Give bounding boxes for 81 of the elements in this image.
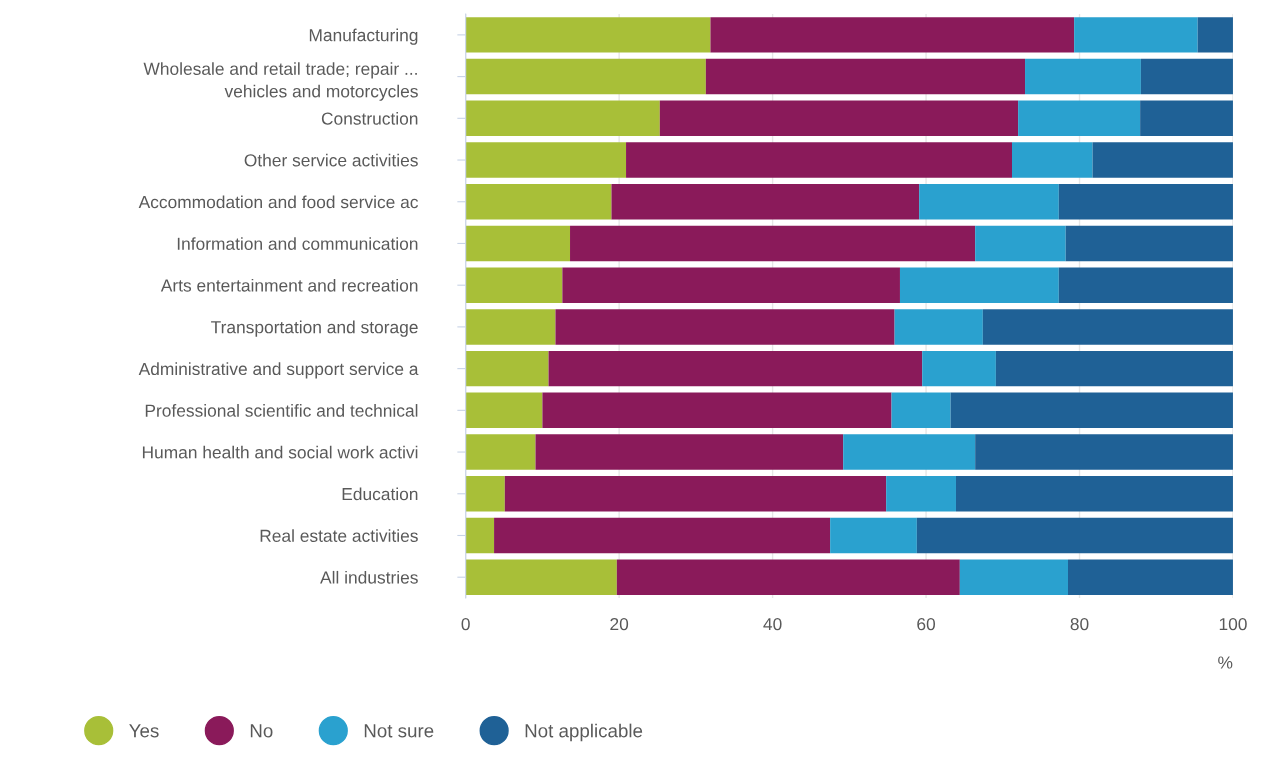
bar — [494, 517, 831, 554]
x-tick-label: 80 — [1070, 617, 1089, 631]
bar — [975, 434, 1233, 470]
bar — [465, 267, 563, 303]
bar — [995, 350, 1233, 387]
bar — [894, 309, 983, 345]
bar — [1140, 100, 1233, 137]
bar — [542, 392, 892, 429]
bar — [465, 476, 505, 512]
bar — [548, 350, 923, 387]
x-tick-label: 60 — [917, 617, 936, 631]
bar — [465, 58, 706, 95]
bar — [626, 142, 1012, 178]
y-tick-label: Accommodation and food service ac — [138, 195, 419, 209]
bar — [465, 350, 549, 387]
bar — [465, 184, 612, 220]
bar — [899, 267, 1059, 303]
bar — [950, 392, 1233, 429]
x-tick-label: 40 — [763, 617, 782, 631]
bar — [465, 559, 617, 595]
bar — [555, 309, 895, 345]
bar — [1068, 559, 1233, 595]
bar — [891, 392, 951, 429]
y-tick-label: All industries — [320, 570, 418, 584]
bar — [1011, 142, 1093, 178]
bar — [465, 434, 536, 470]
legend-label: No — [250, 724, 273, 738]
bar — [1018, 100, 1141, 137]
x-tick-label: 100 — [1219, 617, 1247, 631]
y-tick-label: Human health and social work activi — [142, 445, 418, 459]
bar — [465, 17, 711, 53]
bar — [959, 559, 1069, 595]
y-tick-label: Information and communication — [177, 237, 418, 250]
bar — [886, 476, 956, 512]
bar — [922, 350, 996, 387]
bar — [570, 225, 976, 262]
bar — [562, 267, 900, 303]
y-tick-label: Other service activities — [244, 153, 418, 167]
bar — [611, 184, 920, 220]
bar — [1074, 17, 1198, 53]
bar — [465, 225, 571, 262]
x-axis-title: % — [1218, 656, 1233, 669]
legend-label: Not applicable — [525, 723, 643, 742]
bar — [1025, 58, 1141, 95]
bar — [1065, 225, 1233, 262]
bar — [919, 184, 1059, 220]
bar — [1092, 142, 1233, 178]
bar — [843, 434, 976, 470]
bar — [982, 309, 1233, 345]
bar — [830, 517, 917, 554]
bar — [465, 392, 543, 429]
bar — [465, 100, 660, 137]
y-tick-label: Real estate activities — [260, 529, 418, 542]
legend-label: Yes — [129, 724, 159, 738]
y-tick-label: Arts entertainment and recreation — [160, 278, 418, 292]
y-tick-label: Administrative and support service a — [138, 362, 419, 379]
bar — [1058, 184, 1233, 220]
bar — [465, 517, 495, 554]
bar — [916, 517, 1233, 554]
legend-label: Not sure — [364, 724, 434, 738]
bar — [465, 142, 627, 178]
bar — [659, 100, 1019, 137]
bar — [710, 17, 1075, 53]
bar — [535, 434, 844, 470]
bar — [616, 559, 960, 595]
bar — [955, 476, 1233, 512]
bar — [975, 225, 1066, 262]
bar — [1197, 17, 1233, 53]
x-tick-label: 20 — [610, 617, 629, 631]
bar — [504, 476, 887, 512]
bar — [465, 309, 556, 345]
y-tick-label: Wholesale and retail trade; repair ... vehicles and motorcycles — [143, 62, 418, 101]
y-tick-label: Construction — [321, 112, 418, 125]
y-tick-label: Manufacturing — [309, 28, 418, 45]
bar — [1058, 267, 1233, 303]
y-tick-label: Education — [342, 487, 418, 501]
bar — [1140, 58, 1233, 95]
bar — [705, 58, 1026, 95]
x-tick-label: 0 — [461, 617, 470, 631]
y-tick-label: Transportation and storage — [211, 320, 418, 337]
y-tick-label: Professional scientific and technical — [145, 404, 418, 417]
